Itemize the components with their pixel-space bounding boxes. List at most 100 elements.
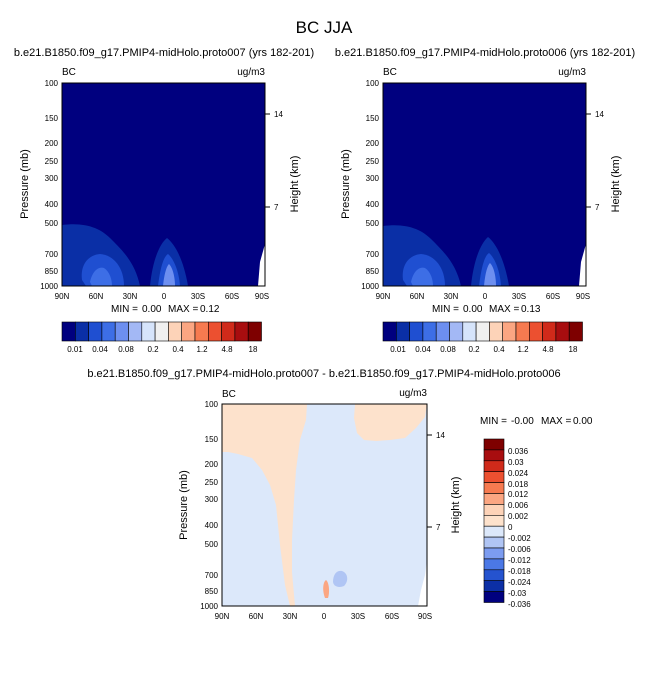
panel-2-ytick: 850 <box>366 267 380 276</box>
panel-2-contour-high <box>411 267 433 286</box>
panel-2-x-ticks: 90N 60N 30N 0 30S 60S 90S <box>376 292 590 301</box>
colorbar-swatch <box>555 321 570 342</box>
panel-2-contour-peak <box>484 263 496 286</box>
panel-2-surface <box>579 244 586 286</box>
colorbar-swatch <box>208 321 222 342</box>
colorbar-swatch <box>483 471 505 483</box>
colorbar-swatch <box>483 547 505 560</box>
panel-1-colorbar-label: 0.2 <box>147 345 159 354</box>
panel-2-ytick: 700 <box>366 250 380 259</box>
panel-2-colorbar-label: 0.2 <box>468 345 480 354</box>
panel-3-positive-blob <box>323 580 330 598</box>
panel-3-xtick: 60S <box>385 612 399 621</box>
colorbar-swatch <box>483 525 505 538</box>
panel-2-ytick: 100 <box>366 79 380 88</box>
panel-1-max-label: MAX = <box>168 304 198 315</box>
panel-3-ylabel-right: Height (km) <box>450 477 462 534</box>
panel-2-ylabel: Pressure (mb) <box>340 149 352 219</box>
panel-3-ytick: 1000 <box>200 602 218 611</box>
panel-2-left-label: BC <box>383 67 397 78</box>
panel-3-colorbar-label: 0.03 <box>508 458 524 467</box>
panel-1-contour-peak <box>163 264 175 286</box>
panel-3-ytick: 150 <box>205 435 219 444</box>
colorbar-swatch <box>61 321 76 342</box>
panel-1-ytick: 700 <box>45 250 59 259</box>
panel-2-contour-field <box>383 83 586 286</box>
panel-2-height-ticks: 14 7 <box>586 110 604 212</box>
panel-1-ytick: 200 <box>45 139 59 148</box>
panel-3-contour-field <box>222 404 427 606</box>
panel-3-colorbar-label: 0.006 <box>508 501 529 510</box>
colorbar-swatch <box>141 321 156 342</box>
panel-3-colorbar-label: 0 <box>508 523 513 532</box>
colorbar-swatch <box>449 321 464 342</box>
panel-3-colorbar-label: 0.036 <box>508 447 529 456</box>
panel-3-xtick: 90N <box>215 612 230 621</box>
panel-1-min-value: 0.00 <box>142 304 162 315</box>
panel-1-ytick: 850 <box>45 267 59 276</box>
panel-1-xtick: 60S <box>225 292 239 301</box>
panel-3-height-ticks: 14 7 <box>427 431 445 532</box>
panel-2-ytick: 300 <box>366 174 380 183</box>
panel-1-ytick: 500 <box>45 219 59 228</box>
panel-1-ylabel-right: Height (km) <box>289 156 301 213</box>
panel-3-xtick: 0 <box>322 612 327 621</box>
colorbar-swatch <box>483 580 505 592</box>
panel-1-colorbar-label: 18 <box>249 345 258 354</box>
panel-2-ytick: 250 <box>366 157 380 166</box>
panel-1-ytick: 250 <box>45 157 59 166</box>
colorbar-swatch <box>483 514 505 527</box>
colorbar-swatch <box>542 321 557 342</box>
colorbar-swatch <box>475 321 490 342</box>
panel-1-y-ticks: 100 150 200 250 300 400 500 700 850 1000 <box>40 79 58 291</box>
colorbar-swatch <box>483 569 505 581</box>
panel-2-height-tick: 7 <box>595 203 600 212</box>
panel-1-xtick: 0 <box>162 292 167 301</box>
panel-2-right-label: ug/m3 <box>558 67 586 78</box>
panel-3-colorbar-label: -0.006 <box>508 545 531 554</box>
colorbar-swatch <box>114 321 129 342</box>
panel-1-colorbar-label: 0.4 <box>172 345 184 354</box>
panel-3-left-label: BC <box>222 389 236 400</box>
panel-1-max-value: 0.12 <box>200 304 220 315</box>
panel-3-right-label: ug/m3 <box>399 388 427 399</box>
panel-3-x-ticks: 90N 60N 30N 0 30S 60S 90S <box>215 612 432 621</box>
panel-2-colorbar-label: 0.01 <box>390 345 406 354</box>
colorbar-swatch <box>568 321 583 342</box>
panel-3-max-value: 0.00 <box>573 416 593 427</box>
colorbar-swatch <box>247 321 262 342</box>
panel-1-colorbar-labels: 0.01 0.04 0.08 0.2 0.4 1.2 4.8 18 <box>67 345 258 354</box>
panel-2-min-value: 0.00 <box>463 304 483 315</box>
panel-3-xtick: 90S <box>418 612 432 621</box>
panel-2-y-ticks: 100 150 200 250 300 400 500 700 850 1000 <box>361 79 379 291</box>
panel-3-ylabel: Pressure (mb) <box>178 470 190 540</box>
panel-1-colorbar-label: 1.2 <box>196 345 208 354</box>
panel-2-colorbar-labels: 0.01 0.04 0.08 0.2 0.4 1.2 4.8 18 <box>390 345 578 354</box>
panel-1-frame <box>61 82 266 287</box>
panel-3-positive-right <box>354 404 427 441</box>
colorbar-swatch <box>483 449 505 462</box>
panel-1-xtick: 60N <box>89 292 104 301</box>
panel-2-max-value: 0.13 <box>521 304 541 315</box>
panel-2-xtick: 60S <box>546 292 560 301</box>
colorbar-swatch <box>483 536 505 549</box>
panel-3-xtick: 30N <box>283 612 298 621</box>
panel-1-xtick: 90S <box>255 292 269 301</box>
panel-3-max-label: MAX = <box>541 416 571 427</box>
colorbar-swatch <box>101 321 116 342</box>
panel-1-contour-high <box>90 267 112 286</box>
panel-1-colorbar <box>61 321 262 342</box>
panel-3: b.e21.B1850.f09_g17.PMIP4-midHolo.proto0… <box>87 368 593 621</box>
panel-2-colorbar-label: 1.2 <box>517 345 529 354</box>
panel-3-colorbar-label: 0.024 <box>508 469 529 478</box>
panel-2-xtick: 30N <box>444 292 459 301</box>
panel-1-xtick: 30N <box>123 292 138 301</box>
colorbar-swatch <box>221 321 236 342</box>
panel-2: b.e21.B1850.f09_g17.PMIP4-midHolo.proto0… <box>335 47 635 354</box>
panel-2-xtick: 60N <box>410 292 425 301</box>
panel-2-min-label: MIN = <box>432 304 459 315</box>
panel-3-xtick: 30S <box>351 612 365 621</box>
panel-2-colorbar-label: 0.4 <box>493 345 505 354</box>
panel-3-ytick: 200 <box>205 460 219 469</box>
